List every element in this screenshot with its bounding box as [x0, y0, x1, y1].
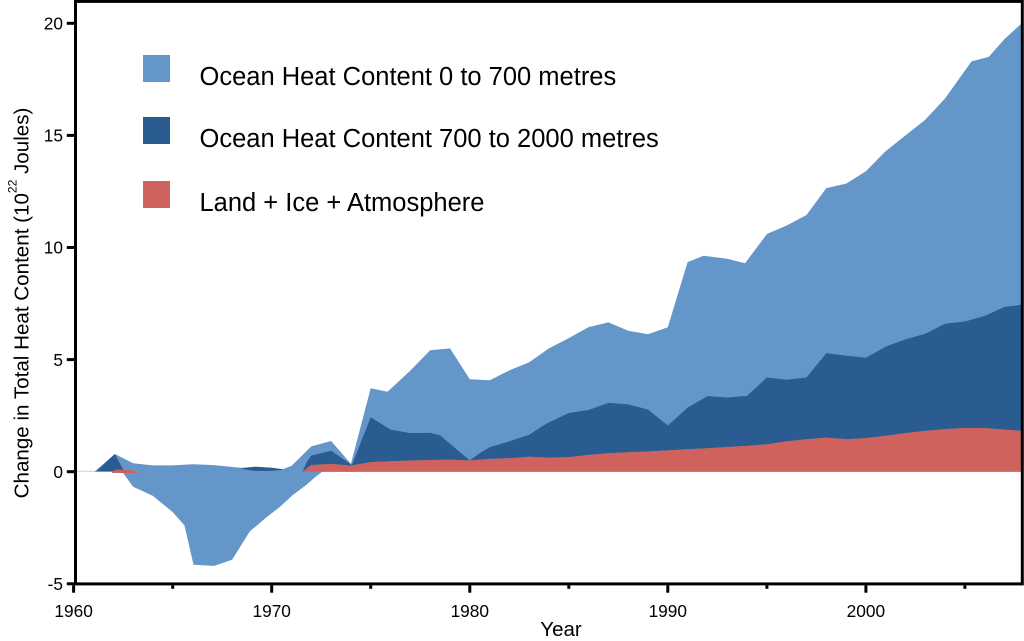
svg-text:Change in Total Heat Content (: Change in Total Heat Content (1022 Joule… [5, 108, 33, 499]
svg-text:Year: Year [540, 618, 582, 641]
svg-text:0: 0 [53, 462, 63, 482]
svg-text:5: 5 [53, 350, 63, 370]
svg-text:1980: 1980 [451, 601, 489, 621]
svg-text:Ocean Heat Content 700 to 2000: Ocean Heat Content 700 to 2000 metres [200, 125, 659, 153]
svg-text:1990: 1990 [649, 601, 687, 621]
svg-text:1960: 1960 [54, 601, 92, 621]
svg-text:1970: 1970 [252, 601, 290, 621]
svg-text:20: 20 [44, 14, 63, 34]
svg-text:Ocean Heat Content 0 to 700 me: Ocean Heat Content 0 to 700 metres [200, 63, 617, 91]
svg-text:Land + Ice + Atmosphere: Land + Ice + Atmosphere [200, 189, 485, 217]
svg-text:-5: -5 [48, 574, 63, 594]
svg-text:2000: 2000 [847, 601, 885, 621]
svg-text:10: 10 [44, 238, 63, 258]
svg-text:15: 15 [44, 126, 63, 146]
